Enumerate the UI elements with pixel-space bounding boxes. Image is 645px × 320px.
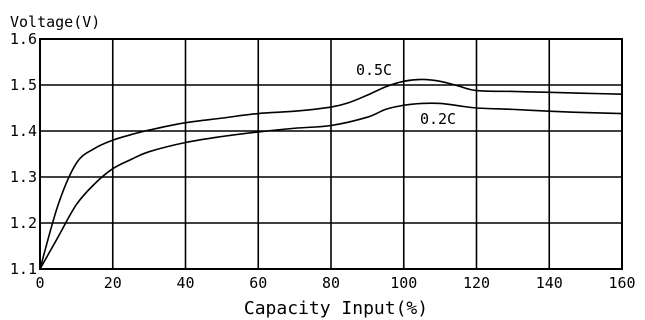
series-line-0-2c — [39, 102, 623, 270]
y-axis-label: Voltage(V) — [10, 13, 100, 31]
plot-border — [39, 38, 623, 270]
y-tick-label: 1.4 — [10, 122, 37, 140]
tick-labels: 0 20 40 60 80 100 120 140 160 1.1 1.2 1.3 1.4 1.5 1.6 — [10, 30, 636, 292]
x-tick-label: 80 — [322, 274, 340, 292]
x-axis-label: Capacity Input(%) — [244, 298, 428, 319]
x-tick-label: 100 — [390, 274, 417, 292]
plot-frame — [39, 38, 623, 270]
x-tick-label: 60 — [249, 274, 267, 292]
y-tick-label: 1.6 — [10, 30, 37, 48]
x-tick-label: 20 — [104, 274, 122, 292]
series-line-0-5c — [39, 78, 623, 270]
series-annotations: 0.5C 0.2C — [356, 61, 456, 128]
x-tick-label: 140 — [536, 274, 563, 292]
y-tick-label: 1.1 — [10, 260, 37, 278]
x-tick-label: 0 — [35, 274, 44, 292]
series-label-0-5c: 0.5C — [356, 61, 392, 79]
series-group — [39, 78, 623, 270]
y-tick-label: 1.5 — [10, 76, 37, 94]
x-tick-label: 40 — [176, 274, 194, 292]
series-label-0-2c: 0.2C — [420, 110, 456, 128]
x-tick-label: 160 — [608, 274, 635, 292]
x-tick-label: 120 — [463, 274, 490, 292]
y-tick-label: 1.2 — [10, 214, 37, 232]
grid — [40, 39, 622, 269]
y-tick-label: 1.3 — [10, 168, 37, 186]
